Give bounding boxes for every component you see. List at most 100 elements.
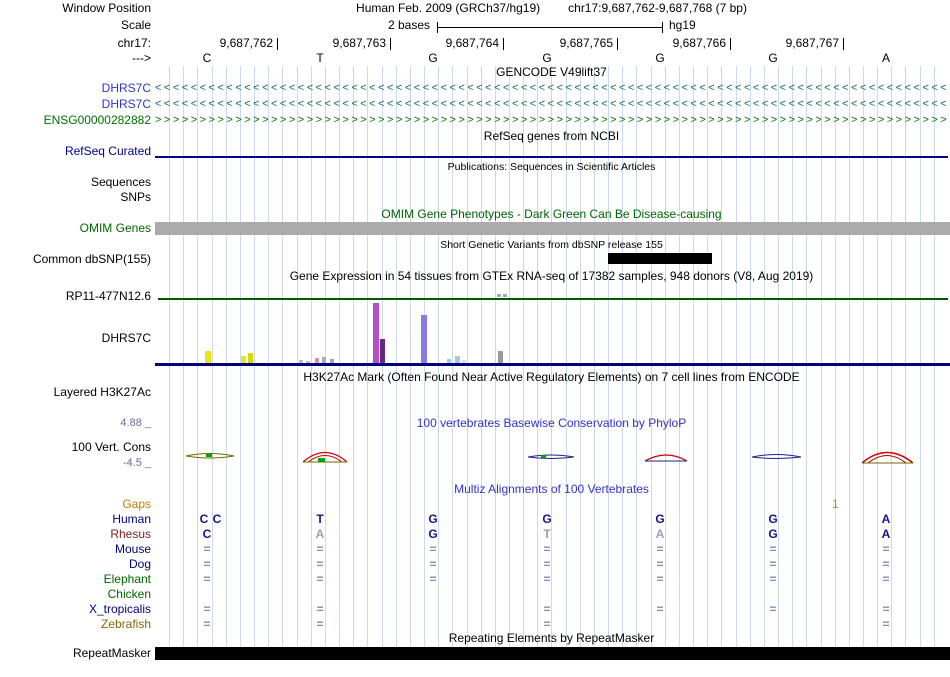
track-label-sequences[interactable]: Sequences bbox=[90, 175, 151, 189]
alignment-base: = bbox=[316, 557, 324, 571]
alignment-base: = bbox=[769, 557, 777, 571]
alignment-base: G bbox=[768, 527, 778, 541]
track-header: Repeating Elements by RepeatMasker bbox=[448, 631, 655, 645]
grid-line bbox=[636, 66, 638, 647]
coordinate-label: 9,687,765 bbox=[559, 36, 613, 50]
window-position-line: Human Feb. 2009 (GRCh37/hg19) chr17:9,68… bbox=[155, 2, 948, 15]
alignment-base: = bbox=[543, 572, 551, 586]
grid-line bbox=[707, 66, 709, 647]
grid-line bbox=[891, 66, 893, 647]
alignment-base: = bbox=[203, 572, 211, 586]
track-label-dhrs7c[interactable]: DHRS7C bbox=[101, 331, 151, 345]
grid-line bbox=[905, 66, 907, 647]
conservation-shape bbox=[185, 453, 235, 457]
grid-line bbox=[324, 66, 326, 647]
alignment-base: T bbox=[543, 527, 551, 541]
grid-line bbox=[877, 66, 879, 647]
alignment-base: = bbox=[203, 542, 211, 556]
species-label-elephant[interactable]: Elephant bbox=[103, 572, 151, 586]
grid-line bbox=[409, 66, 411, 647]
gene-arrow-row[interactable]: <<<<<<<<<<<<<<<<<<<<<<<<<<<<<<<<<<<<<<<<… bbox=[155, 82, 948, 94]
grid-line bbox=[296, 66, 298, 647]
grid-line bbox=[225, 66, 227, 647]
grid-line bbox=[254, 66, 256, 647]
grid-line bbox=[721, 66, 723, 647]
track-label-rp11-477n12-6[interactable]: RP11-477N12.6 bbox=[65, 289, 151, 303]
grid-line bbox=[693, 66, 695, 647]
gene-label-dhrs7c[interactable]: DHRS7C bbox=[101, 97, 151, 111]
alignment-base: = bbox=[656, 602, 664, 616]
conservation-shape bbox=[751, 454, 802, 458]
grid-line bbox=[806, 66, 808, 647]
grid-line bbox=[494, 66, 496, 647]
gene-label-dhrs7c[interactable]: DHRS7C bbox=[101, 81, 151, 95]
grid-line bbox=[848, 66, 850, 647]
alignment-base: = bbox=[429, 557, 437, 571]
expression-bar[interactable] bbox=[205, 351, 211, 363]
species-label-rhesus[interactable]: Rhesus bbox=[110, 527, 151, 541]
species-label-x-tropicalis[interactable]: X_tropicalis bbox=[88, 602, 151, 616]
track-label-common-dbsnp-155[interactable]: Common dbSNP(155) bbox=[32, 252, 151, 266]
grid-line bbox=[622, 66, 624, 647]
alignment-base: = bbox=[543, 602, 551, 616]
track-label-100-vert-cons[interactable]: 100 Vert. Cons bbox=[71, 440, 151, 454]
gtex-baseline bbox=[155, 363, 950, 366]
expression-bar[interactable] bbox=[373, 303, 379, 363]
species-label-human[interactable]: Human bbox=[112, 512, 151, 526]
species-label-zebrafish[interactable]: Zebrafish bbox=[100, 617, 151, 631]
track-label-repeatmasker[interactable]: RepeatMasker bbox=[72, 646, 151, 660]
gene-label-ensg00000282882[interactable]: ENSG00000282882 bbox=[43, 113, 151, 127]
expression-bar[interactable] bbox=[498, 351, 503, 363]
expression-bar[interactable] bbox=[421, 315, 427, 363]
grid-line bbox=[664, 66, 666, 647]
alignment-base: = bbox=[429, 542, 437, 556]
repeatmasker-bar[interactable] bbox=[155, 647, 950, 660]
species-label-chicken[interactable]: Chicken bbox=[107, 587, 151, 601]
alignment-base: A bbox=[881, 527, 891, 541]
track-label-refseq-curated[interactable]: RefSeq Curated bbox=[64, 144, 151, 158]
expression-bar[interactable] bbox=[380, 339, 385, 363]
expression-bar[interactable] bbox=[241, 356, 246, 363]
expression-bar[interactable] bbox=[299, 360, 303, 363]
expression-bar[interactable] bbox=[306, 361, 310, 363]
gene-arrow-row[interactable]: <<<<<<<<<<<<<<<<<<<<<<<<<<<<<<<<<<<<<<<<… bbox=[155, 98, 948, 110]
track-label-layered-h3k27ac[interactable]: Layered H3K27Ac bbox=[53, 385, 151, 399]
alignment-base: = bbox=[316, 572, 324, 586]
expression-bar[interactable] bbox=[315, 358, 319, 363]
track-label-gaps[interactable]: Gaps bbox=[122, 497, 151, 511]
expression-bar[interactable] bbox=[248, 353, 253, 363]
coordinate-label: 9,687,767 bbox=[785, 36, 839, 50]
track-label-omim-genes[interactable]: OMIM Genes bbox=[79, 221, 151, 235]
gtex-gene-model-line[interactable] bbox=[158, 298, 948, 300]
grid-line bbox=[452, 66, 454, 647]
gene-arrow-row[interactable]: >>>>>>>>>>>>>>>>>>>>>>>>>>>>>>>>>>>>>>>>… bbox=[155, 114, 948, 126]
track-header: 100 vertebrates Basewise Conservation by… bbox=[416, 416, 687, 430]
track-label-snps[interactable]: SNPs bbox=[120, 190, 151, 204]
grid-line bbox=[523, 66, 525, 647]
expression-bar[interactable] bbox=[322, 357, 326, 363]
scale-bar-tick-right bbox=[662, 22, 663, 33]
omim-genes-bar[interactable] bbox=[155, 222, 950, 235]
expression-bar[interactable] bbox=[462, 360, 466, 363]
track-header: RefSeq genes from NCBI bbox=[483, 129, 620, 143]
alignment-base: = bbox=[203, 617, 211, 631]
expression-bar[interactable] bbox=[330, 359, 334, 363]
gtex-gene-model-tick bbox=[503, 294, 507, 297]
dbsnp-variant-bar[interactable] bbox=[608, 253, 712, 264]
grid-line bbox=[169, 66, 171, 647]
conservation-shape bbox=[861, 451, 914, 464]
grid-line bbox=[339, 66, 341, 647]
alignment-base: G bbox=[768, 512, 778, 526]
species-label-mouse[interactable]: Mouse bbox=[114, 542, 151, 556]
conservation-shape bbox=[206, 454, 212, 457]
conservation-shape bbox=[527, 454, 575, 458]
alignment-base: G bbox=[655, 512, 665, 526]
coordinate-label: 9,687,764 bbox=[445, 36, 499, 50]
range-text: chr17:9,687,762-9,687,768 (7 bp) bbox=[568, 1, 747, 15]
expression-bar[interactable] bbox=[447, 359, 451, 363]
expression-bar[interactable] bbox=[455, 356, 460, 363]
refseq-curated-line[interactable] bbox=[155, 156, 948, 158]
scale-label: Scale bbox=[120, 18, 151, 32]
species-label-dog[interactable]: Dog bbox=[128, 557, 151, 571]
